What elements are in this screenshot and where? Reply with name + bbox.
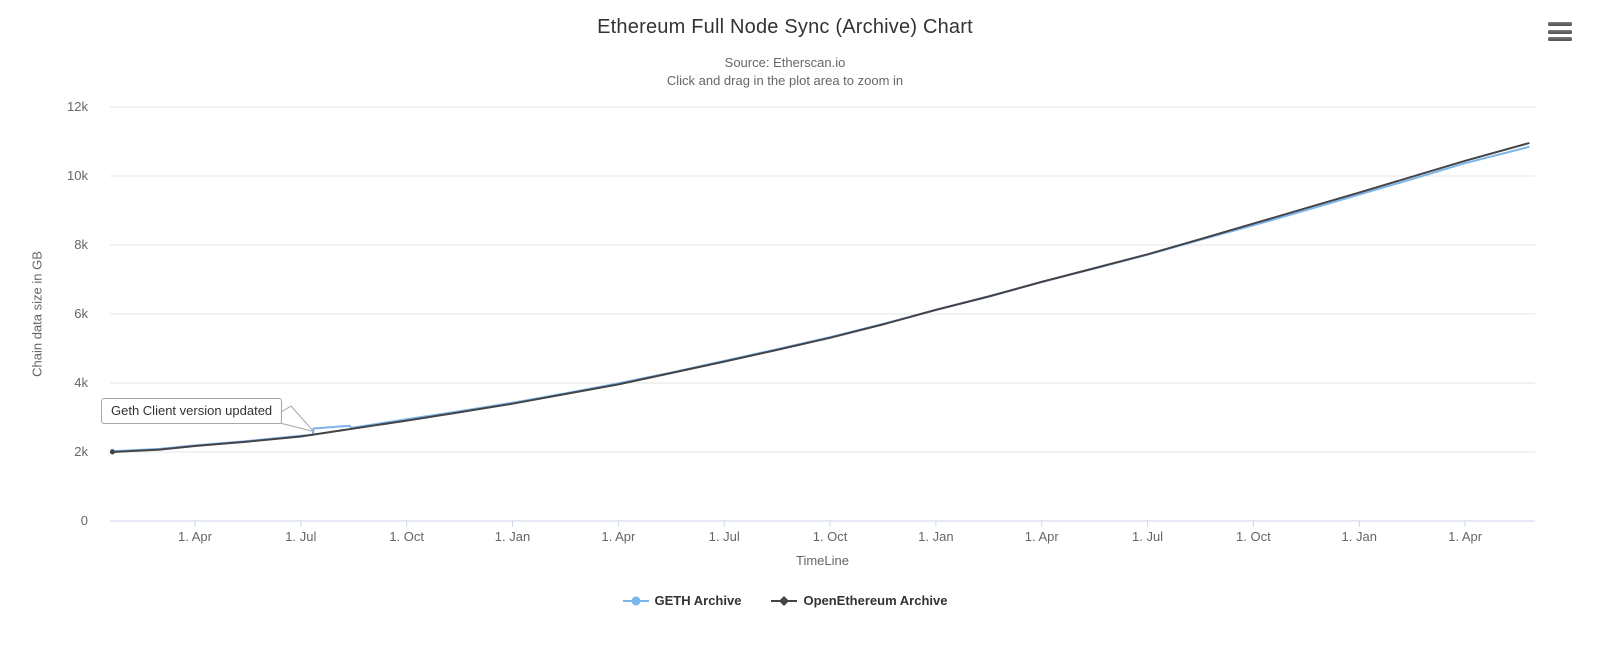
x-tick-label: 1. Apr <box>1024 529 1059 544</box>
chart-subtitle-source: Source: Etherscan.io <box>724 55 846 70</box>
x-tick-label: 1. Jul <box>1132 529 1164 544</box>
hamburger-bar <box>1548 29 1572 34</box>
x-tick-label: 1. Jul <box>708 529 740 544</box>
x-tick-label: 1. Jan <box>918 529 954 544</box>
x-axis-title: TimeLine <box>796 553 849 568</box>
y-tick-label: 2k <box>74 444 88 459</box>
x-tick-label: 1. Apr <box>1448 529 1483 544</box>
chart-title: Ethereum Full Node Sync (Archive) Chart <box>597 16 973 38</box>
openethereum-archive-line[interactable] <box>111 142 1530 453</box>
y-tick-label: 12k <box>67 99 88 114</box>
legend-item-openethereum-archive[interactable]: OpenEthereum Archive <box>771 593 947 608</box>
y-tick-label: 6k <box>74 306 88 321</box>
legend-diamond-marker-icon <box>771 595 798 606</box>
legend-item-geth-archive[interactable]: GETH Archive <box>622 593 742 608</box>
x-tick-label: 1. Jul <box>285 529 317 544</box>
legend-circle-marker-icon <box>622 596 649 605</box>
x-tick-label: 1. Oct <box>1236 529 1271 544</box>
x-tick-label: 1. Apr <box>178 529 212 544</box>
x-tick-label: 1. Jan <box>1341 529 1377 544</box>
chart-subtitle-zoom-hint: Click and drag in the plot area to zoom … <box>666 73 904 88</box>
y-tick-label: 8k <box>74 237 88 252</box>
y-tick-label: 4k <box>74 375 88 390</box>
y-tick-label: 0 <box>80 513 88 528</box>
x-tick-label: 1. Oct <box>812 529 848 544</box>
legend: GETH Archive OpenEthereum Archive <box>0 593 1570 608</box>
legend-label: GETH Archive <box>654 593 742 608</box>
x-tick-label: 1. Jan <box>494 529 531 544</box>
hamburger-menu-icon[interactable] <box>1548 22 1572 45</box>
annotation-label: Geth Client version updated <box>101 398 283 424</box>
legend-label: OpenEthereum Archive <box>803 593 948 608</box>
hamburger-bar <box>1548 22 1572 26</box>
openethereum-archive-start-marker <box>109 449 115 455</box>
x-tick-label: 1. Apr <box>601 529 636 544</box>
x-tick-label: 1. Oct <box>389 529 425 544</box>
y-tick-label: 10k <box>67 168 88 183</box>
geth-archive-line[interactable] <box>111 146 1530 453</box>
hamburger-bar <box>1548 37 1572 41</box>
